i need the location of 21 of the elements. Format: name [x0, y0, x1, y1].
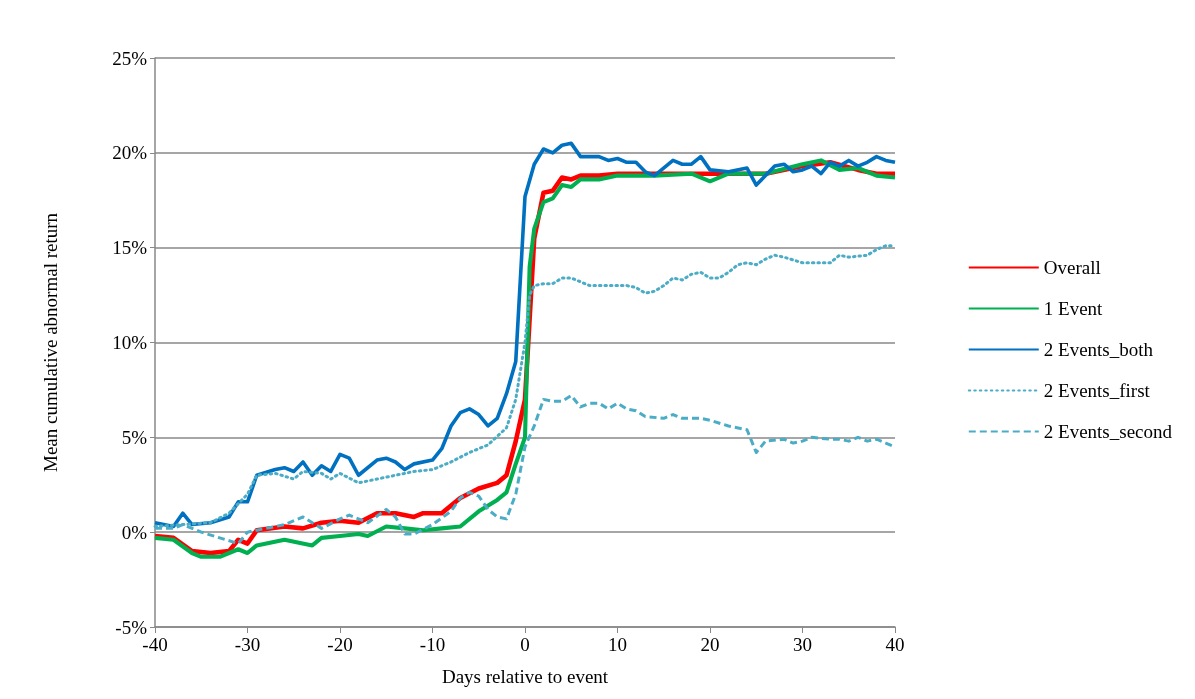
x-axis-title: Days relative to event: [441, 666, 609, 687]
x-tick-label: 0: [520, 634, 530, 655]
x-tick-label: 10: [608, 634, 627, 655]
x-tick-label: 20: [700, 634, 720, 655]
y-tick-label: 10%: [112, 332, 148, 353]
legend-label: 1 Event: [1043, 298, 1104, 319]
y-tick-label: 5%: [121, 426, 148, 448]
x-tick-label: 30: [793, 634, 812, 655]
x-tick-label: -10: [419, 634, 446, 655]
x-tick-label: -30: [234, 634, 261, 655]
y-axis-title: Mean cumulative abnormal return: [40, 212, 61, 473]
x-tick-label: 40: [885, 634, 905, 655]
legend-label: 2 Events_both: [1043, 339, 1154, 360]
legend-label: 2 Events_first: [1043, 380, 1151, 401]
y-tick-label: 25%: [112, 47, 148, 69]
legend-label: Overall: [1043, 257, 1101, 278]
x-tick-label: -20: [327, 634, 353, 655]
y-tick-label: 0%: [121, 521, 148, 543]
legend-label: 2 Events_second: [1043, 421, 1173, 442]
y-tick-label: 15%: [112, 237, 148, 259]
y-tick-label: 20%: [112, 142, 148, 164]
